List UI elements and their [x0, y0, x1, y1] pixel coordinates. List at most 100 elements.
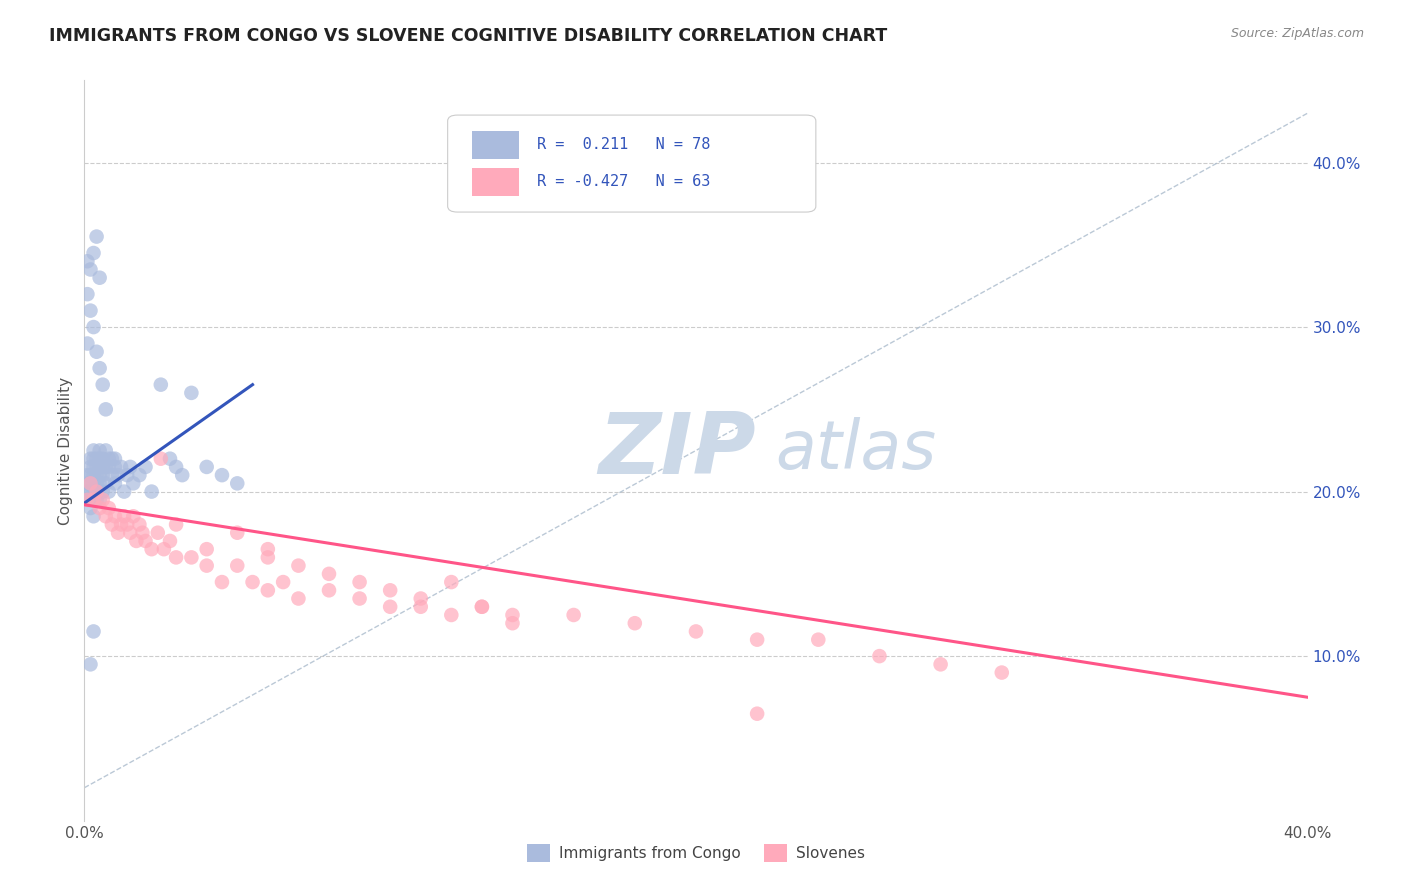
Point	[195, 459, 218, 474]
Point	[89, 459, 111, 474]
Point	[110, 517, 132, 532]
Point	[165, 517, 187, 532]
Point	[471, 599, 494, 614]
Point	[86, 484, 108, 499]
Point	[89, 492, 111, 507]
Point	[79, 476, 101, 491]
Legend: Immigrants from Congo, Slovenes: Immigrants from Congo, Slovenes	[522, 838, 870, 869]
Point	[165, 550, 187, 565]
Point	[91, 377, 114, 392]
Point	[79, 262, 101, 277]
Point	[76, 468, 98, 483]
Point	[153, 542, 176, 557]
Text: atlas: atlas	[776, 417, 936, 483]
Point	[97, 501, 120, 516]
Point	[128, 468, 150, 483]
Point	[94, 509, 117, 524]
Point	[747, 706, 769, 721]
Point	[83, 468, 105, 483]
Point	[226, 558, 249, 573]
Point	[83, 509, 105, 524]
Point	[76, 492, 98, 507]
Point	[149, 377, 172, 392]
Point	[101, 468, 124, 483]
Point	[107, 468, 129, 483]
Point	[79, 476, 101, 491]
Point	[94, 459, 117, 474]
Point	[380, 583, 402, 598]
FancyBboxPatch shape	[447, 115, 815, 212]
Point	[91, 459, 114, 474]
Point	[79, 657, 101, 672]
Point	[89, 443, 111, 458]
Point	[115, 517, 138, 532]
Point	[211, 575, 233, 590]
Point	[869, 649, 891, 664]
Point	[502, 607, 524, 622]
Point	[89, 468, 111, 483]
Point	[125, 533, 148, 548]
Point	[110, 459, 132, 474]
Point	[624, 616, 647, 631]
Point	[97, 451, 120, 466]
Point	[349, 591, 371, 606]
Point	[76, 484, 98, 499]
Point	[380, 599, 402, 614]
Point	[991, 665, 1014, 680]
Point	[349, 575, 371, 590]
Point	[195, 558, 218, 573]
Point	[89, 451, 111, 466]
Point	[211, 468, 233, 483]
Point	[79, 459, 101, 474]
Point	[83, 459, 105, 474]
Point	[409, 591, 432, 606]
Point	[89, 270, 111, 285]
Point	[76, 492, 98, 507]
Point	[76, 336, 98, 351]
Point	[104, 451, 127, 466]
Point	[83, 476, 105, 491]
Point	[318, 583, 340, 598]
Point	[929, 657, 952, 672]
Point	[146, 525, 169, 540]
Point	[409, 599, 432, 614]
Point	[89, 501, 111, 516]
Point	[86, 451, 108, 466]
Point	[195, 542, 218, 557]
Point	[471, 599, 494, 614]
Point	[89, 361, 111, 376]
Point	[104, 459, 127, 474]
Point	[226, 476, 249, 491]
Point	[135, 459, 157, 474]
FancyBboxPatch shape	[472, 130, 519, 159]
Point	[86, 492, 108, 507]
Point	[83, 451, 105, 466]
Point	[115, 468, 138, 483]
Point	[79, 451, 101, 466]
Point	[318, 566, 340, 581]
Point	[287, 591, 309, 606]
Point	[91, 451, 114, 466]
Point	[94, 402, 117, 417]
Point	[562, 607, 585, 622]
Point	[112, 484, 135, 499]
Point	[101, 517, 124, 532]
Text: R = -0.427   N = 63: R = -0.427 N = 63	[537, 174, 710, 189]
Point	[86, 484, 108, 499]
Point	[141, 484, 163, 499]
Point	[502, 616, 524, 631]
Point	[172, 468, 194, 483]
Point	[747, 632, 769, 647]
Point	[83, 443, 105, 458]
FancyBboxPatch shape	[472, 168, 519, 195]
Point	[165, 459, 187, 474]
Point	[440, 607, 463, 622]
Point	[79, 468, 101, 483]
Point	[257, 550, 280, 565]
Point	[94, 443, 117, 458]
Point	[135, 533, 157, 548]
Point	[101, 451, 124, 466]
Text: Source: ZipAtlas.com: Source: ZipAtlas.com	[1230, 27, 1364, 40]
Point	[91, 492, 114, 507]
Point	[97, 459, 120, 474]
